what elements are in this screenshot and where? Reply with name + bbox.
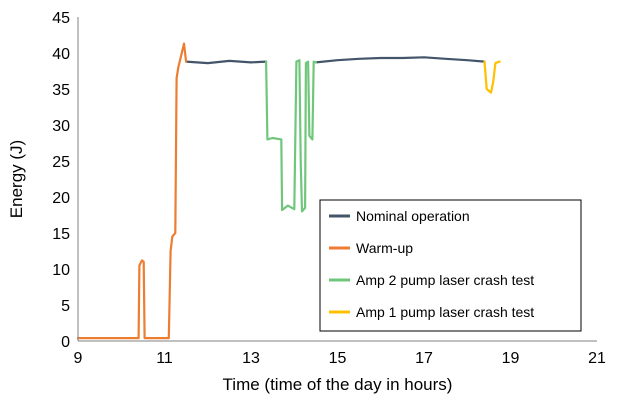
legend-box: [319, 199, 582, 332]
legend: Nominal operation Warm-up Amp 2 pump laser…: [319, 199, 582, 332]
y-tick-label: 15: [52, 226, 70, 243]
x-tick-label: 11: [156, 350, 173, 367]
y-tick-label: 10: [52, 262, 70, 279]
axes: [77, 17, 597, 342]
series-lines: [76, 42, 501, 340]
x-tick-label: 15: [329, 350, 347, 367]
y-tick-label: 0: [61, 334, 70, 351]
series-line-1: [185, 59, 268, 65]
x-tick-label: 9: [74, 350, 83, 367]
legend-label: Amp 2 pump laser crash test: [356, 272, 534, 288]
y-tick-label: 35: [52, 82, 70, 99]
series-line-1: [314, 56, 486, 64]
y-axis-title: Energy (J): [7, 140, 26, 218]
y-tick-label: 20: [52, 190, 70, 207]
y-tick-label: 5: [61, 298, 70, 315]
legend-label: Amp 1 pump laser crash test: [356, 304, 534, 320]
tick-labels: 9 11 13 15 17 19 21 0 5 10 15 20 25 30 35 40 45: [52, 10, 606, 367]
x-tick-label: 17: [415, 350, 433, 367]
y-tick-label: 30: [52, 118, 70, 135]
legend-label: Nominal operation: [356, 208, 470, 224]
y-tick-label: 25: [52, 154, 70, 171]
y-tick-label: 45: [52, 10, 70, 27]
x-tick-label: 13: [242, 350, 260, 367]
series-line-2: [76, 42, 188, 340]
x-tick-label: 21: [588, 350, 606, 367]
y-tick-label: 40: [52, 46, 70, 63]
x-tick-label: 19: [502, 350, 520, 367]
legend-label: Warm-up: [356, 240, 413, 256]
series-line-4: [483, 60, 501, 94]
series-line-3: [265, 59, 317, 213]
x-axis-title: Time (time of the day in hours): [223, 375, 453, 394]
